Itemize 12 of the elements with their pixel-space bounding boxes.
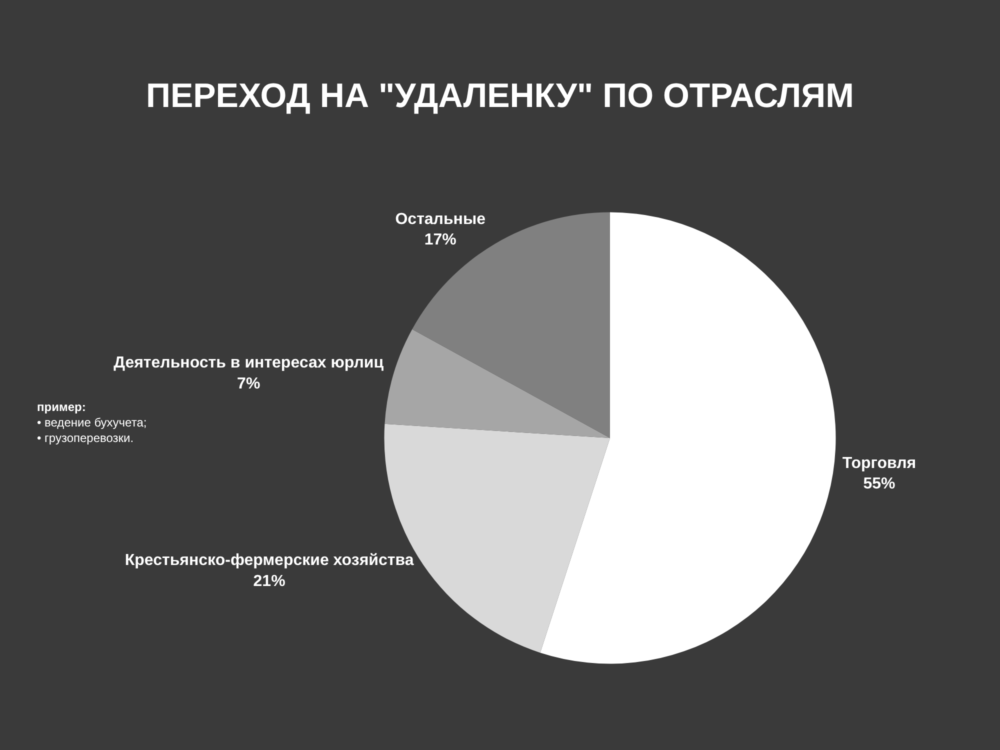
data-label: 7% — [237, 375, 260, 392]
slice-label: Деятельность в интересах юрлиц — [114, 354, 384, 372]
data-label: 17% — [424, 232, 456, 249]
chart-title: ПЕРЕХОД НА "УДАЛЕНКУ" ПО ОТРАСЛЯМ — [146, 77, 854, 115]
pie-slice — [384, 329, 610, 438]
pie-slice — [540, 212, 836, 664]
data-label: 55% — [863, 476, 896, 493]
slice-label: Остальные — [395, 210, 486, 228]
text: пример: • ведение бухучета; • грузоперевозки. — [37, 400, 147, 446]
data-label: 21% — [253, 572, 286, 590]
slice-label: Торговля — [842, 454, 916, 472]
slice-label: Крестьянско-фермерские хозяйства — [124, 552, 414, 569]
